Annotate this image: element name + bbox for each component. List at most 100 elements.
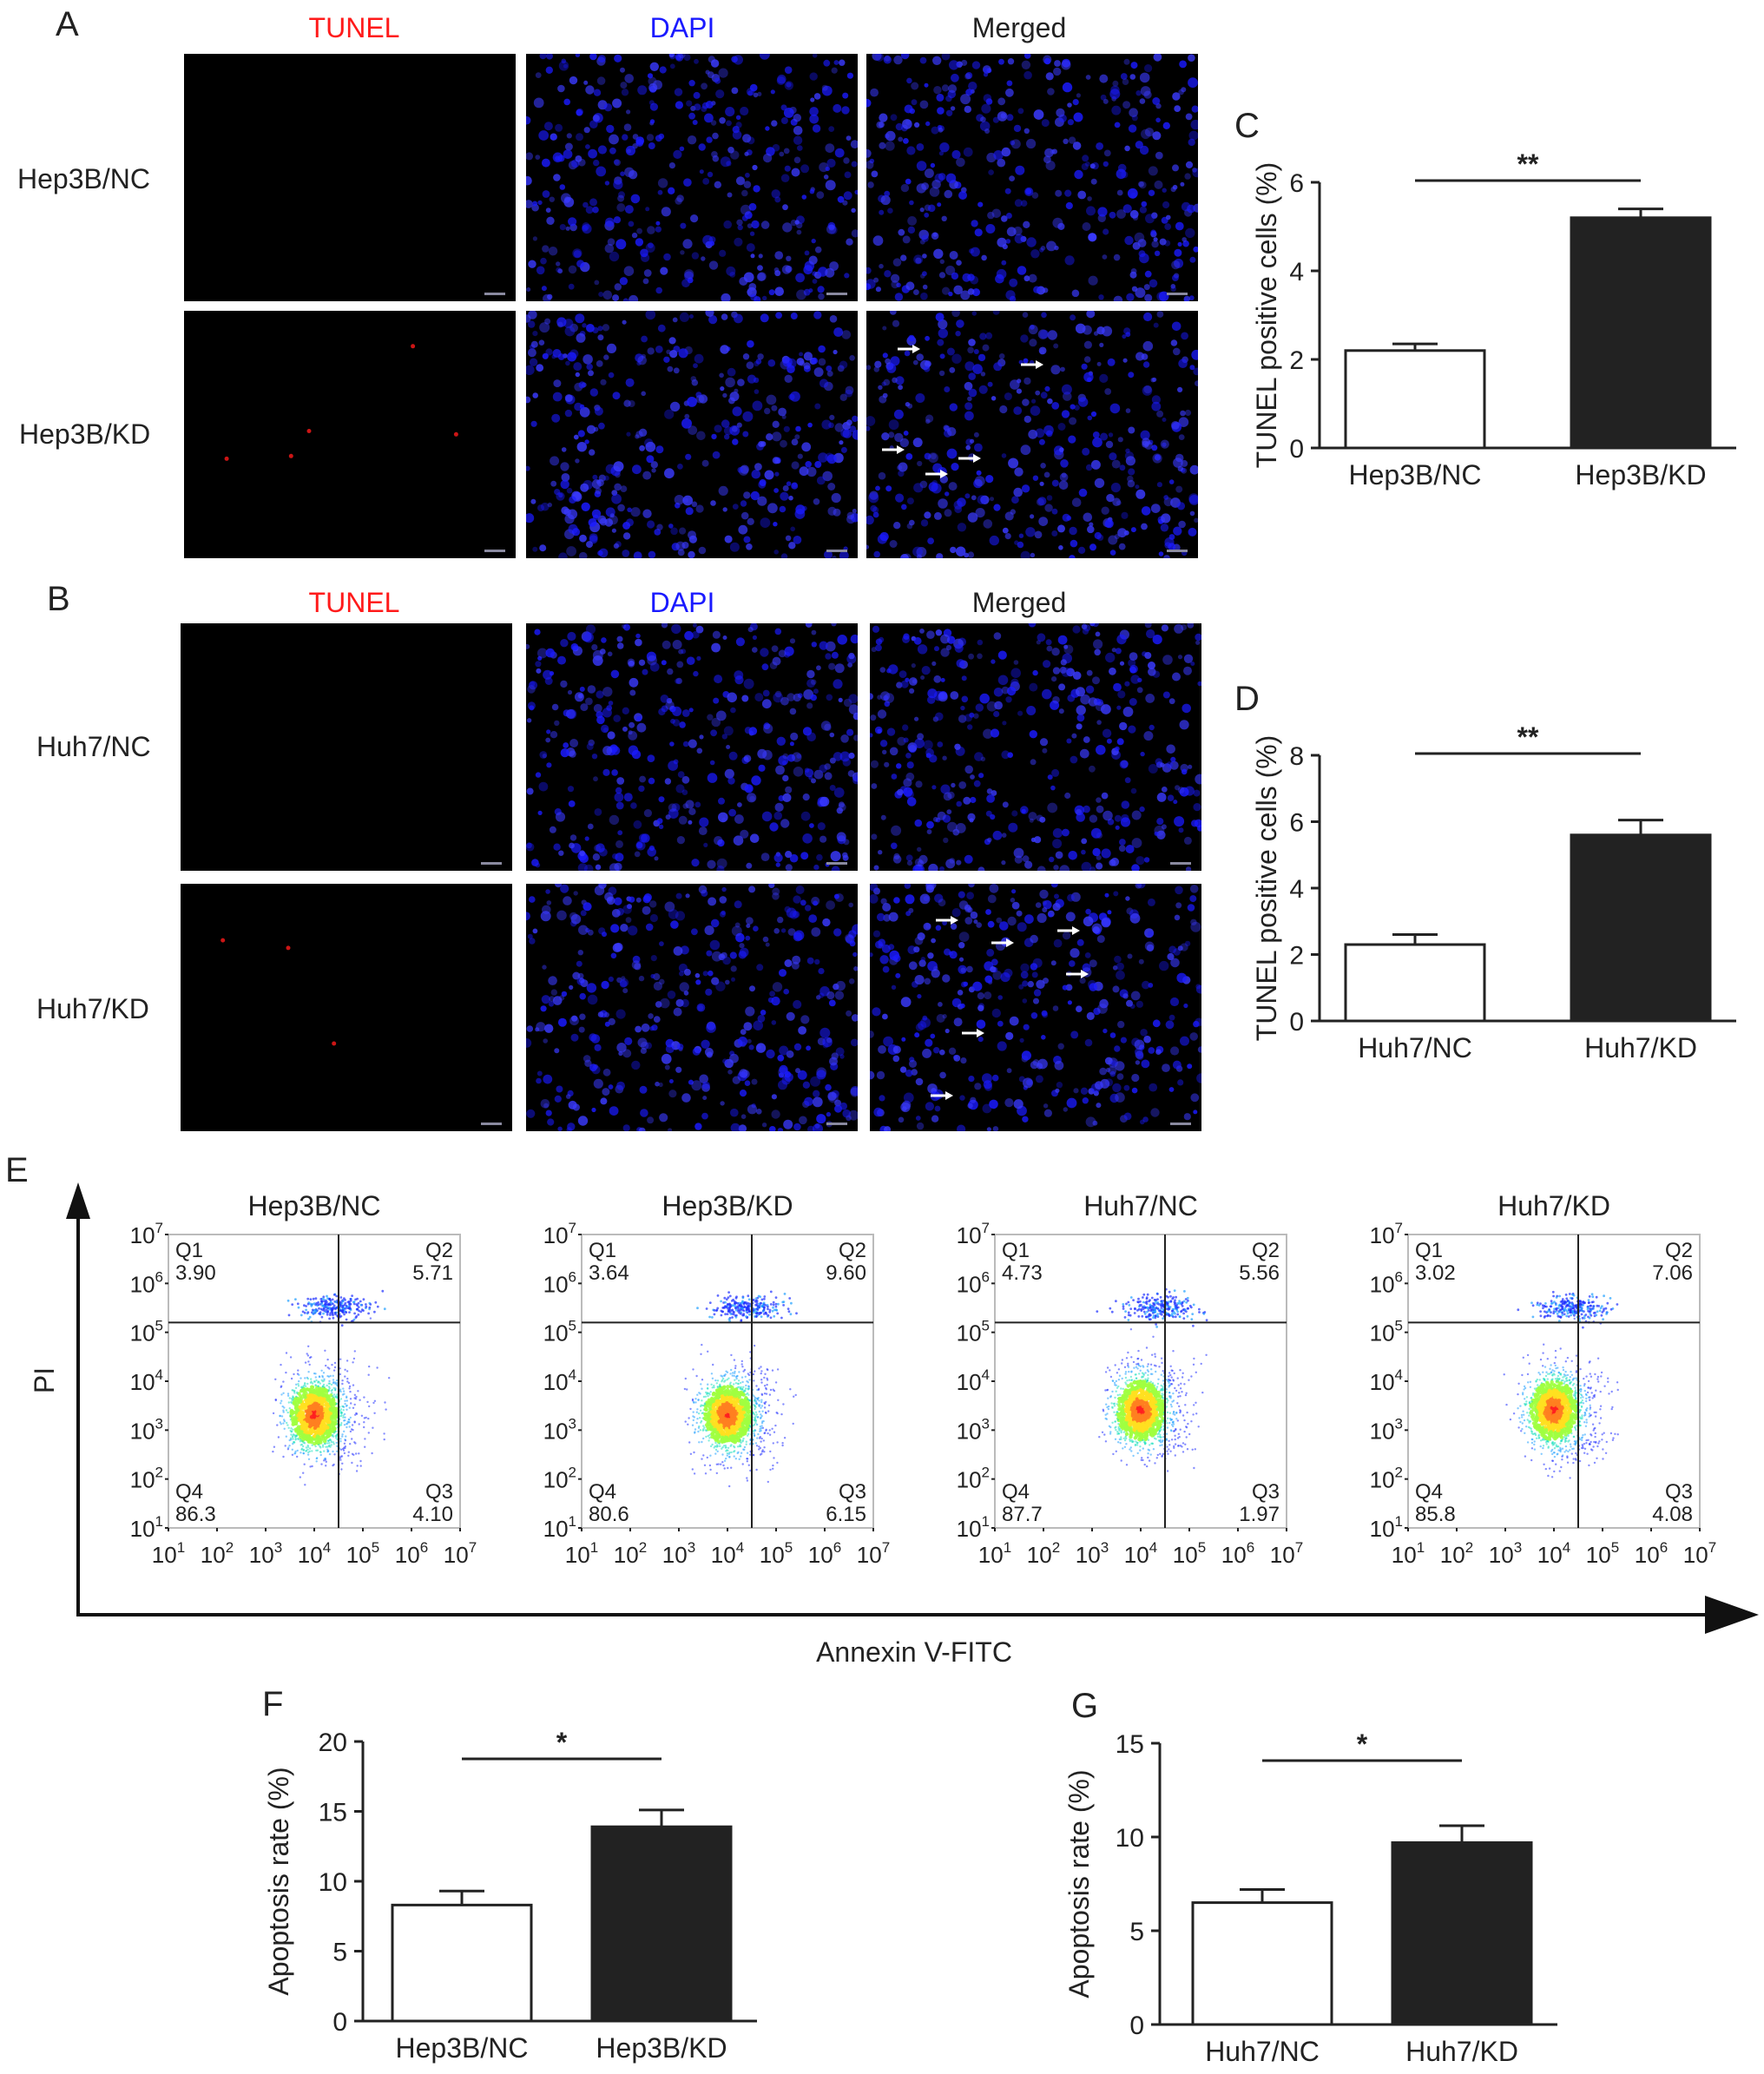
nucleus: [722, 635, 727, 640]
nucleus: [653, 981, 662, 991]
flow-plot-title: Hep3B/NC: [248, 1190, 381, 1221]
nucleus: [997, 650, 1007, 660]
nucleus: [1050, 365, 1061, 375]
nucleus: [1181, 459, 1188, 467]
nucleus: [775, 312, 782, 319]
nucleus: [1162, 122, 1170, 129]
nucleus: [675, 197, 682, 205]
nucleus: [916, 143, 925, 151]
nucleus: [973, 349, 979, 354]
nucleus: [853, 734, 858, 741]
nucleus: [693, 670, 699, 677]
nucleus: [958, 932, 970, 942]
nucleus: [1135, 141, 1143, 149]
nucleus: [587, 994, 598, 1005]
nucleus: [614, 897, 622, 905]
nucleus: [882, 1013, 888, 1020]
nucleus: [879, 667, 886, 673]
scale-bar: [826, 862, 847, 865]
nucleus: [1070, 314, 1076, 321]
nucleus: [1007, 916, 1017, 926]
nucleus: [796, 229, 802, 235]
nucleus: [980, 495, 990, 504]
y-tick-label: 103: [1370, 1415, 1403, 1444]
nucleus: [1065, 984, 1073, 991]
nucleus: [951, 353, 962, 364]
nucleus: [1174, 914, 1181, 921]
nucleus: [685, 507, 694, 516]
nucleus: [900, 997, 912, 1008]
nucleus: [967, 1103, 973, 1109]
nucleus: [609, 147, 616, 155]
nucleus: [938, 370, 945, 377]
nucleus: [688, 1079, 694, 1085]
nucleus: [1064, 792, 1071, 800]
nucleus: [844, 171, 852, 179]
nucleus: [854, 189, 858, 195]
nucleus: [872, 930, 881, 938]
nucleus: [1001, 860, 1006, 866]
nucleus: [825, 180, 836, 191]
nucleus: [1017, 379, 1022, 384]
nucleus: [556, 1085, 563, 1093]
nucleus: [609, 251, 620, 262]
nucleus: [1098, 294, 1104, 300]
nucleus: [696, 655, 701, 661]
nucleus: [780, 553, 788, 558]
nucleus: [1113, 295, 1123, 301]
nucleus: [792, 752, 802, 762]
nucleus: [1088, 275, 1098, 286]
nucleus: [766, 1049, 775, 1059]
nucleus: [1144, 652, 1152, 659]
quadrant-label-q2: Q2: [1252, 1239, 1280, 1262]
nucleus: [572, 248, 583, 259]
nucleus: [541, 995, 550, 1004]
nucleus: [866, 365, 872, 371]
nucleus: [877, 709, 887, 719]
nucleus: [1172, 184, 1178, 190]
nucleus: [776, 736, 786, 746]
nucleus: [944, 189, 953, 199]
nucleus: [1027, 980, 1034, 988]
nucleus: [543, 293, 551, 301]
nucleus: [597, 1011, 604, 1017]
nucleus: [704, 925, 714, 936]
nucleus: [589, 388, 598, 397]
nucleus: [682, 803, 688, 809]
nucleus: [762, 689, 770, 697]
nucleus: [887, 207, 893, 214]
nucleus: [734, 670, 744, 680]
nucleus: [595, 864, 602, 871]
nucleus: [958, 191, 967, 200]
nucleus: [930, 453, 937, 460]
nucleus: [715, 710, 727, 721]
nucleus: [600, 1097, 608, 1105]
y-tick-label: 105: [543, 1318, 576, 1346]
nucleus: [1109, 859, 1116, 866]
y-tick-label: 103: [130, 1415, 163, 1444]
nucleus: [540, 1099, 550, 1109]
nucleus: [764, 470, 774, 480]
nucleus: [1029, 818, 1034, 823]
nucleus: [884, 693, 894, 703]
scale-bar: [484, 293, 505, 295]
nucleus: [542, 352, 549, 359]
nucleus: [1011, 901, 1020, 910]
nucleus: [640, 248, 648, 258]
nucleus: [746, 917, 754, 925]
nucleus: [1118, 543, 1126, 550]
nucleus: [811, 238, 816, 244]
quadrant-value-q4: 80.6: [589, 1503, 629, 1526]
nucleus: [1135, 1060, 1141, 1065]
nucleus: [625, 917, 632, 924]
nucleus: [1191, 105, 1198, 113]
nucleus: [1002, 527, 1009, 534]
nucleus: [1017, 922, 1027, 932]
nucleus: [837, 635, 847, 645]
quadrant-value-q4: 87.7: [1002, 1503, 1043, 1526]
nucleus: [883, 56, 892, 64]
nucleus: [1120, 73, 1128, 80]
nucleus: [1030, 552, 1036, 558]
nucleus: [943, 792, 952, 801]
nucleus: [983, 1080, 992, 1090]
